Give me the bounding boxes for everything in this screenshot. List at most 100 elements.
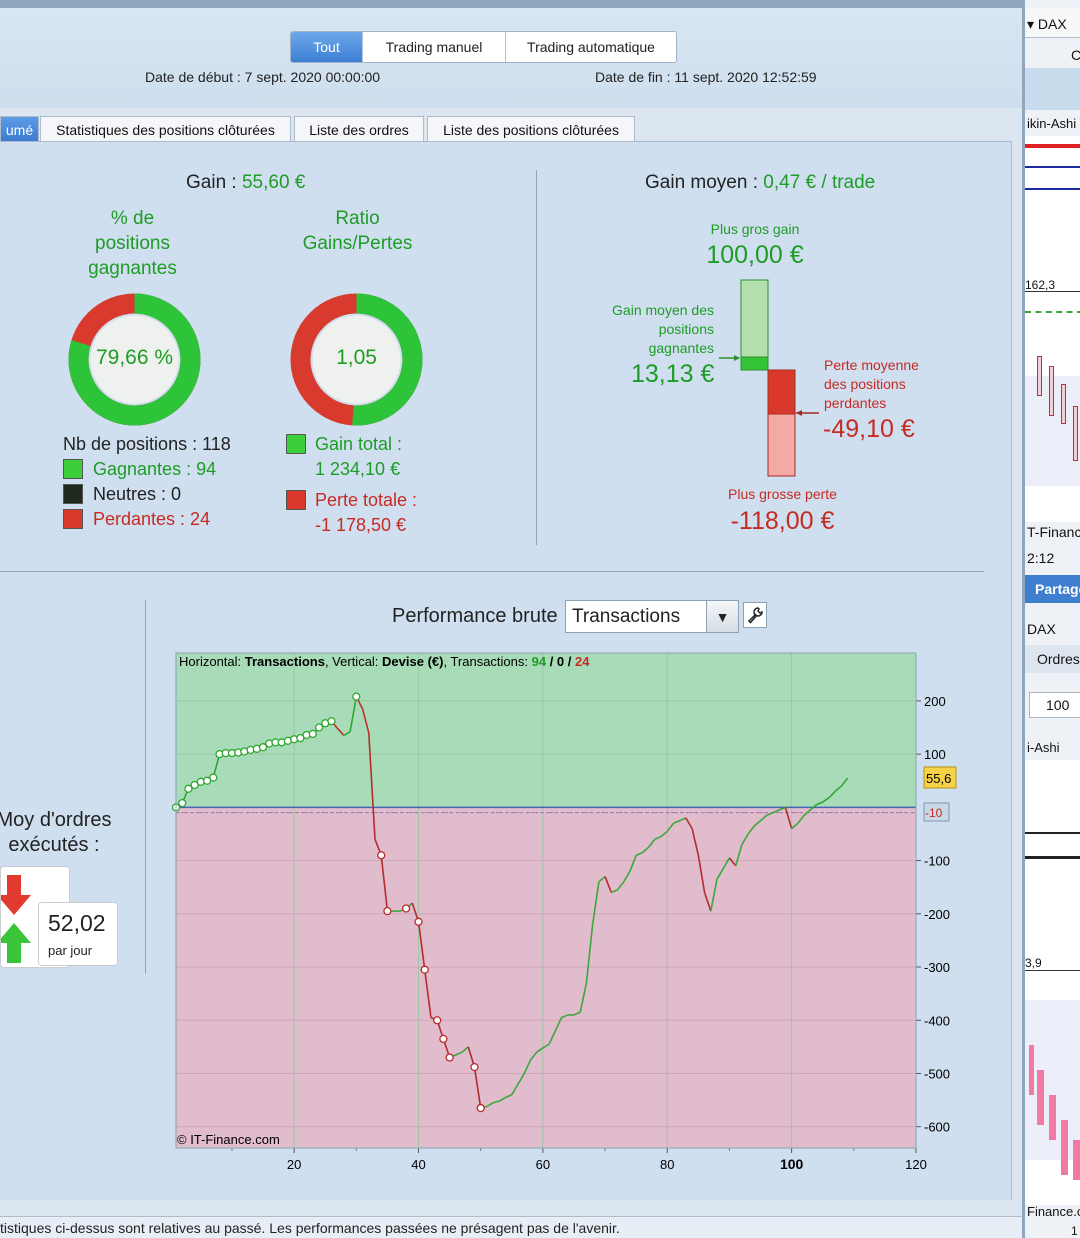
share-button[interactable]: Partage	[1025, 575, 1080, 603]
candle	[1061, 384, 1066, 424]
curve-point	[178, 798, 187, 808]
tab-order-list[interactable]: Liste des ordres	[294, 116, 424, 142]
tab-manual-trading[interactable]: Trading manuel	[363, 32, 506, 62]
top-strip	[0, 0, 1022, 8]
orders-value-card: 52,02 par jour	[38, 902, 118, 966]
curve-segment	[349, 696, 358, 732]
reference-badge: -10	[923, 802, 950, 822]
biggest-loss-label: Plus grosse perte	[728, 486, 837, 502]
finance-label: Finance.c	[1027, 1204, 1080, 1219]
perf-dropdown-value: Transactions	[572, 605, 681, 627]
wrench-icon[interactable]	[743, 602, 767, 628]
plot-border	[175, 652, 917, 1149]
avg-loss-label-line: Perte moyenne	[824, 357, 919, 373]
x-tick-label: 60	[536, 1157, 550, 1172]
curve-point	[470, 1062, 479, 1072]
y-tick-label: -600	[924, 1120, 950, 1135]
curve-segment	[772, 809, 780, 814]
quantity-stepper[interactable]: 100	[1029, 692, 1080, 718]
candle	[1037, 356, 1042, 396]
ha-label: ikin-Ashi	[1027, 116, 1077, 131]
price-line-blue	[1025, 166, 1080, 168]
chevron-down-icon[interactable]: ▼	[706, 601, 738, 632]
curve-segment	[629, 854, 637, 872]
total-loss-label: Perte totale :	[315, 490, 418, 510]
level-line	[1025, 856, 1080, 859]
price-line-red	[1025, 144, 1080, 148]
avg-gain-value: 0,47 € / trade	[763, 172, 876, 193]
performance-chart[interactable]: 20 40 60 80 100 120 200 100 -100 -200 -300 -400 -500…	[160, 640, 980, 1180]
tab-closed-position-stats[interactable]: Statistiques des positions clôturées	[40, 116, 291, 142]
candle	[1073, 406, 1078, 461]
candle	[1049, 366, 1054, 416]
winners-count: Gagnantes : 94	[93, 459, 217, 479]
curve-segment	[610, 889, 618, 894]
end-date-value: 11 sept. 2020 12:52:59	[674, 69, 817, 85]
curve-point	[190, 780, 199, 790]
tab-automatic-trading[interactable]: Trading automatique	[527, 39, 655, 55]
avg-gain-label: Gain moyen :	[645, 172, 758, 193]
tab-all[interactable]: Tout	[291, 32, 363, 62]
curve-segment	[604, 876, 613, 893]
mini-chart-1: 162,3	[1025, 136, 1080, 522]
nb-positions: Nb de positions : 118	[63, 434, 231, 454]
tab-closed-position-list[interactable]: Liste des positions clôturées	[427, 116, 635, 142]
orders-unit: par jour	[48, 943, 93, 958]
chart-axes: 20 40 60 80 100 120 200 100 -100 -200 -300 -400 -500…	[231, 694, 950, 1172]
curve-segment	[703, 892, 712, 912]
ratio-donut	[290, 293, 423, 426]
curve-segment	[361, 708, 370, 734]
y-tick-label: 100	[924, 747, 946, 762]
candle	[1073, 1140, 1080, 1180]
curve-point	[327, 716, 336, 726]
x-tick-label: 120	[905, 1157, 927, 1172]
down-arrow-icon	[0, 875, 31, 915]
candle	[1029, 1045, 1034, 1095]
curve-segment	[647, 838, 656, 848]
chart-info-line: Horizontal: Transactions, Vertical: Devi…	[179, 654, 590, 669]
avg-win-label: Gain moyen des positions gagnantes	[612, 301, 714, 358]
curve-segment	[828, 790, 836, 799]
curve-segment	[367, 732, 376, 840]
curve-segment	[778, 806, 786, 811]
curve-segment	[585, 924, 594, 984]
curve-point	[445, 1053, 454, 1062]
orders-button[interactable]: Ordres	[1025, 645, 1080, 673]
curve-segment	[623, 870, 631, 883]
curve-segment	[784, 807, 793, 829]
y-tick-label: -400	[924, 1013, 950, 1028]
ratio-title: Ratio Gains/Pertes	[270, 206, 445, 256]
y-tick-label: -500	[924, 1066, 950, 1081]
header: Tout Trading manuel Trading automatique …	[0, 8, 1022, 108]
symbol-bar[interactable]: ▾ DAX	[1025, 8, 1080, 38]
curve-segment	[710, 879, 718, 912]
curve-segment	[423, 969, 432, 1018]
tab-summary[interactable]: umé	[0, 116, 39, 142]
curve-segment	[536, 1047, 544, 1053]
curve-segment	[803, 809, 811, 816]
end-date-label: Date de fin :	[595, 69, 671, 85]
total-loss-value: -1 178,50 €	[315, 515, 407, 535]
losers-count: Perdantes : 24	[93, 509, 211, 529]
biggest-gain-bar	[740, 279, 769, 371]
y-tick-label: 200	[924, 694, 946, 709]
dashed-level	[1025, 311, 1080, 313]
curve-segment	[591, 881, 600, 925]
neutral-count: Neutres : 0	[93, 484, 182, 504]
curve-segment	[455, 1051, 463, 1056]
biggest-loss-value: -118,00 €	[730, 507, 835, 535]
perf-dropdown[interactable]: Transactions ▼	[565, 600, 739, 633]
right-sidebar: ▾ DAX C ikin-Ashi 162,3 T-Financ 2:12 Pa…	[1022, 0, 1080, 1238]
curve-segment	[809, 804, 818, 811]
curve-point	[209, 773, 218, 782]
curve-point	[414, 917, 423, 926]
sidebar-one: 1	[1071, 1224, 1078, 1238]
total-loss-swatch	[286, 490, 306, 510]
price-line	[1025, 291, 1080, 292]
candle	[1049, 1095, 1056, 1140]
mode-selector: Tout Trading manuel Trading automatique	[290, 31, 677, 63]
y-tick-label: -100	[924, 854, 950, 869]
curve-segment	[616, 881, 625, 891]
curve-segment	[417, 921, 426, 970]
curve-segment	[673, 819, 681, 825]
